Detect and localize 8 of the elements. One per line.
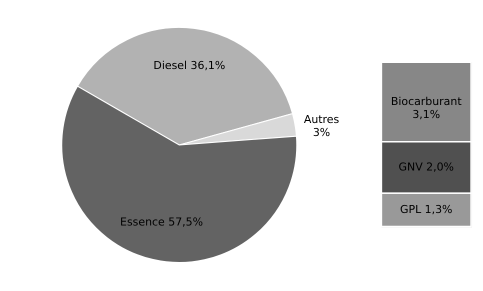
series-label: Biocarburant — [390, 94, 462, 108]
text: GNV 2,0% — [398, 160, 454, 174]
data-label: 3% — [312, 126, 330, 140]
slice-label: Diesel 36,1% — [153, 58, 226, 72]
slice-label: Essence 57,5% — [120, 216, 203, 229]
slice-label: Autres — [304, 113, 340, 126]
data-label: 3,1% — [412, 108, 440, 121]
text: GPL 1,3% — [400, 202, 452, 216]
